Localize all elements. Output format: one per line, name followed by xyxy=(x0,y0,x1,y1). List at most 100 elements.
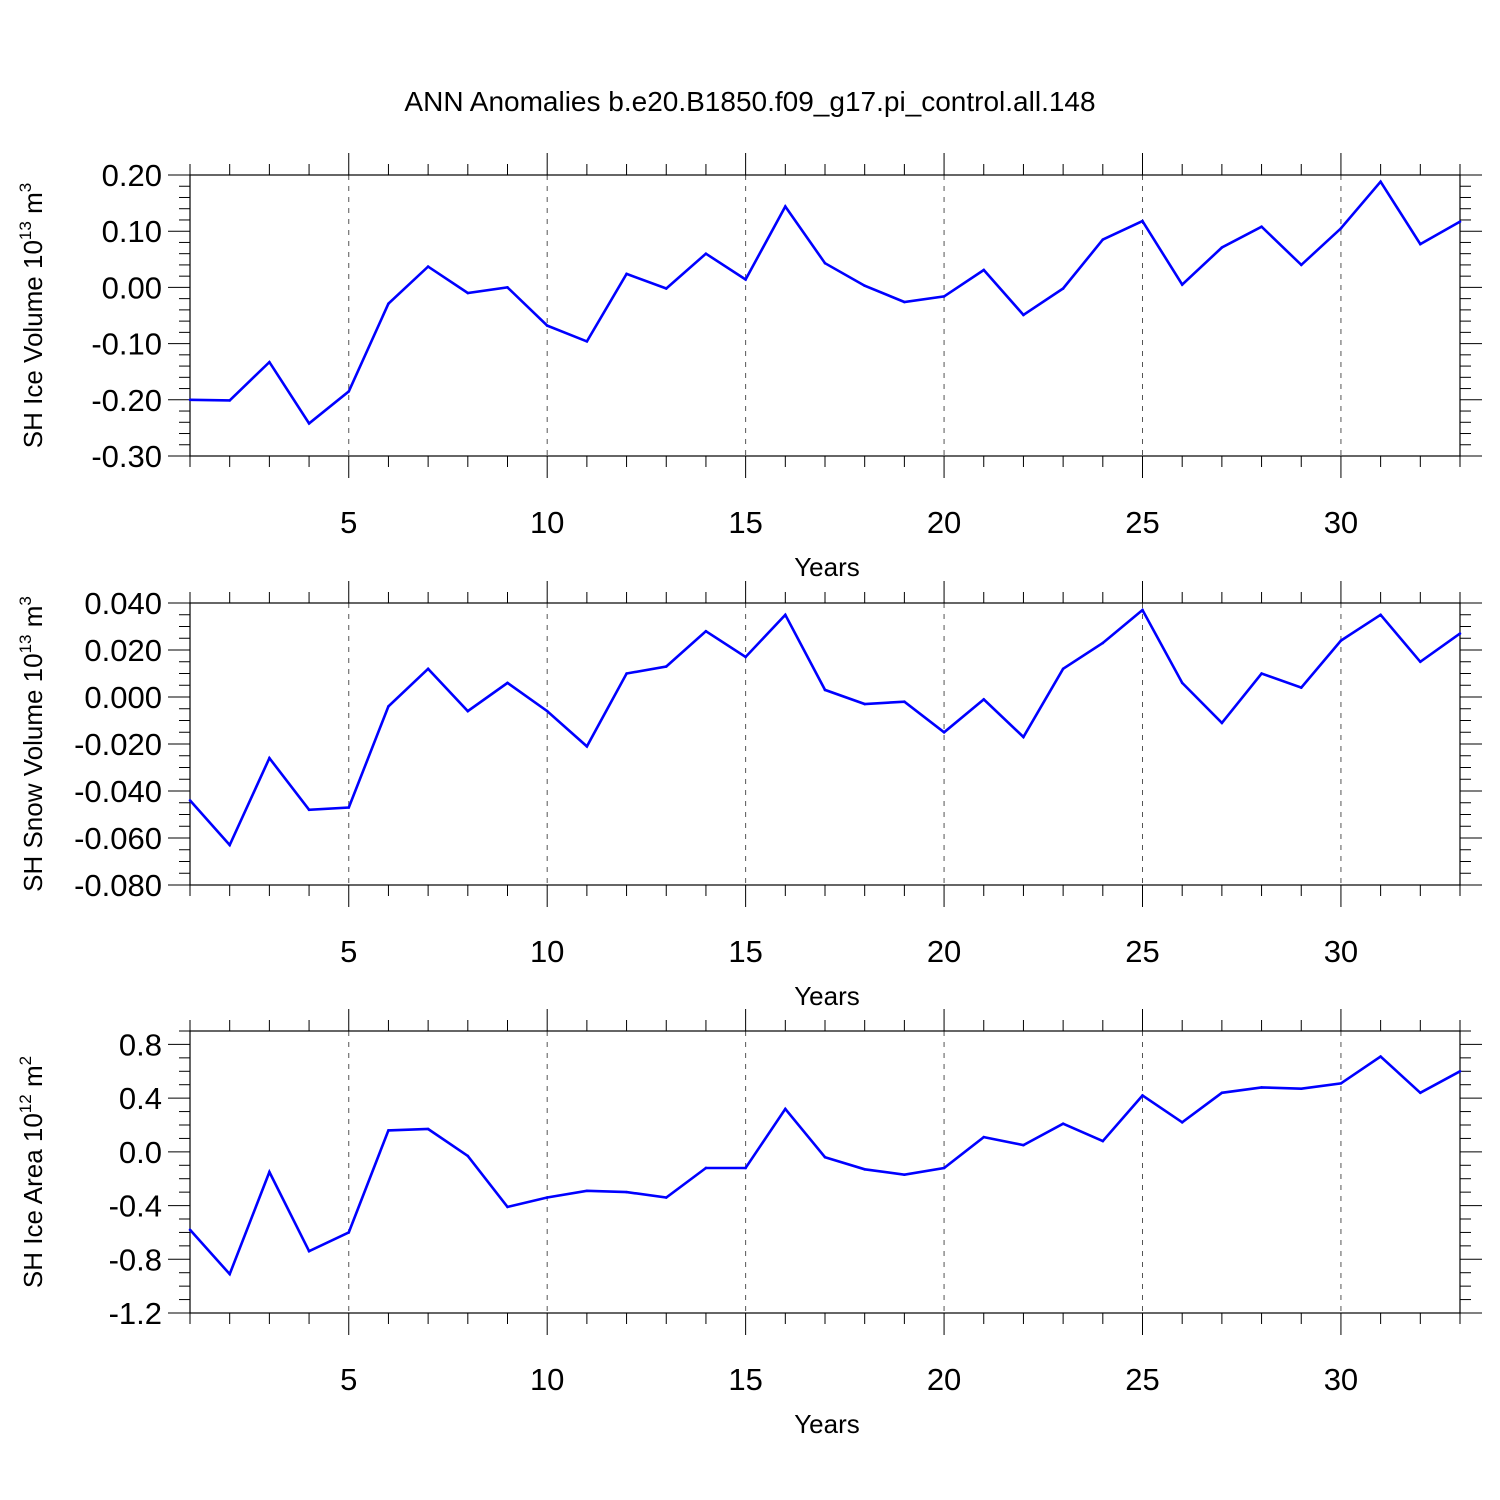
plot-frame xyxy=(189,1030,1461,1314)
y-axis-title-part: SH Ice Area xyxy=(18,1142,48,1288)
data-point xyxy=(188,799,192,802)
y-tick-label: 0.00 xyxy=(102,270,162,305)
y-tick-label: 0.8 xyxy=(119,1027,162,1062)
data-point xyxy=(744,655,747,659)
data-point xyxy=(1419,242,1422,246)
y-tick-label: -0.020 xyxy=(74,727,162,762)
data-point xyxy=(942,295,946,298)
data-point xyxy=(585,745,589,748)
data-point xyxy=(823,688,827,692)
data-point xyxy=(784,205,787,208)
data-point xyxy=(268,1170,271,1174)
data-point xyxy=(545,324,549,327)
y-tick-label: 0.000 xyxy=(84,680,162,715)
x-tick-label: 20 xyxy=(927,934,961,969)
data-point xyxy=(307,422,311,425)
data-point xyxy=(1180,681,1184,685)
plot-frame xyxy=(189,174,1461,457)
data-point xyxy=(1260,225,1263,229)
data-point xyxy=(704,1166,708,1170)
data-point xyxy=(784,1107,787,1111)
data-point xyxy=(347,390,351,393)
series-line xyxy=(189,607,1461,848)
data-point xyxy=(1299,686,1303,689)
y-axis-title-superscript: 2 xyxy=(16,1056,35,1065)
chart-panel-snow-volume: 0.040 0.020 0.000 -0.020 -0.040 -0.060 -0.080 5… xyxy=(16,581,1482,1011)
data-point xyxy=(942,730,946,734)
data-point xyxy=(823,1155,827,1159)
data-point xyxy=(625,672,628,675)
data-point xyxy=(1458,220,1462,223)
x-tick-label: 10 xyxy=(530,1362,564,1397)
y-tick-label: 0.0 xyxy=(119,1135,162,1170)
x-tick-label: 15 xyxy=(728,934,762,969)
x-tick-label: 30 xyxy=(1324,934,1358,969)
data-point xyxy=(268,756,271,760)
y-tick-label: -0.20 xyxy=(91,383,162,418)
data-point xyxy=(664,665,668,668)
data-point xyxy=(347,1231,351,1234)
data-point xyxy=(625,272,628,276)
y-tick-label: -0.8 xyxy=(109,1242,162,1277)
data-point xyxy=(347,806,351,809)
data-point xyxy=(1061,667,1065,671)
x-tick-label: 10 xyxy=(530,934,564,969)
data-point xyxy=(228,843,231,847)
data-point xyxy=(426,1127,430,1131)
data-point xyxy=(466,291,470,295)
data-point xyxy=(228,399,231,402)
data-point xyxy=(982,1135,986,1139)
x-tick-label: 15 xyxy=(728,1362,762,1397)
data-point xyxy=(545,709,549,713)
data-point xyxy=(1101,238,1105,241)
x-tick-label: 15 xyxy=(728,505,762,540)
y-axis-title-superscript: 3 xyxy=(16,596,35,605)
data-point xyxy=(1260,672,1263,675)
data-point xyxy=(1061,287,1065,290)
data-point xyxy=(188,1228,192,1232)
x-tick-label: 25 xyxy=(1125,1362,1159,1397)
data-point xyxy=(704,629,708,633)
y-axis-title-part: 10 xyxy=(18,653,48,682)
data-point xyxy=(1299,263,1303,267)
y-axis-title-superscript: 13 xyxy=(16,221,35,240)
chart-panel-ice-volume: 0.20 0.10 0.00 -0.10 -0.20 -0.30 5 10 15 20 25 30 Ye… xyxy=(16,153,1482,582)
y-axis-title-part: SH Ice Volume xyxy=(18,269,48,448)
y-axis-title: SH Snow Volume 1013 m3 xyxy=(16,596,48,892)
data-point xyxy=(466,709,470,713)
data-point xyxy=(942,1166,946,1170)
chart-panel-ice-area: 0.8 0.4 0.0 -0.4 -0.8 -1.2 5 10 15 20 25 30 Years SH … xyxy=(16,1009,1482,1439)
data-point xyxy=(506,681,509,685)
data-point xyxy=(903,300,906,304)
data-point xyxy=(625,1190,628,1194)
y-axis-title-part: m xyxy=(18,1065,48,1094)
y-axis-title-superscript: 3 xyxy=(16,183,35,192)
y-axis-title-part: m xyxy=(18,192,48,221)
y-tick-label: 0.4 xyxy=(119,1081,162,1116)
data-point xyxy=(1458,632,1462,635)
x-tick-label: 20 xyxy=(927,1362,961,1397)
data-point xyxy=(387,1129,390,1132)
data-point xyxy=(1180,1121,1184,1124)
y-tick-label: -1.2 xyxy=(109,1296,162,1331)
data-point xyxy=(1299,1087,1303,1091)
data-point xyxy=(1339,227,1343,230)
x-tick-label: 5 xyxy=(340,1362,357,1397)
x-tick-label: 5 xyxy=(340,934,357,969)
data-point xyxy=(585,340,589,343)
data-point xyxy=(268,360,271,364)
data-point xyxy=(1419,1091,1422,1095)
x-tick-label: 5 xyxy=(340,505,357,540)
data-point xyxy=(704,252,708,255)
y-tick-label: -0.10 xyxy=(91,327,162,362)
series-line xyxy=(189,179,1461,426)
data-point xyxy=(506,286,509,289)
data-point xyxy=(744,278,747,281)
data-point xyxy=(387,302,390,305)
y-tick-label: -0.30 xyxy=(91,439,162,474)
y-axis-title-part: SH Snow Volume xyxy=(18,682,48,892)
x-tick-label: 25 xyxy=(1125,934,1159,969)
data-point xyxy=(228,1272,231,1276)
y-tick-label: -0.080 xyxy=(74,868,162,903)
